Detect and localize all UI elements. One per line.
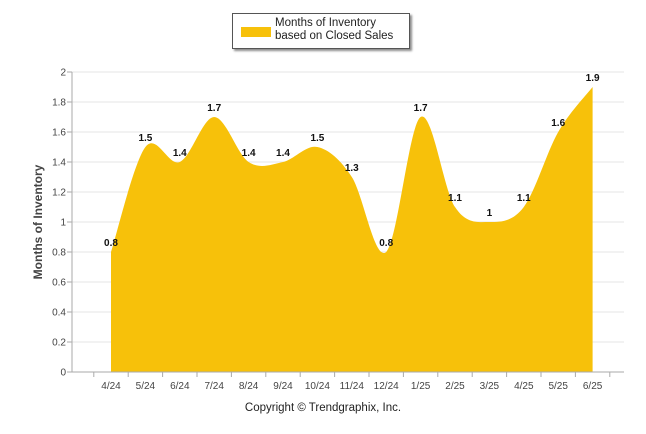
legend-label: Months of Inventory based on Closed Sale… [275,17,394,42]
x-tick-label: 6/24 [170,381,190,392]
y-tick-label: 2 [60,68,66,79]
area-fill [111,87,593,372]
x-tick-label: 5/25 [548,381,568,392]
y-tick-label: 1.8 [52,98,66,109]
y-axis-title: Months of Inventory [31,164,45,279]
x-tick-label: 1/25 [411,381,431,392]
data-label: 1.5 [310,133,324,144]
x-tick-label: 7/24 [204,381,224,392]
y-tick-label: 1.2 [52,188,66,199]
y-tick-label: 0.4 [52,308,66,319]
y-axis-ticks: 0 0.2 0.4 0.6 0.8 1 1.2 1.4 1.6 1.8 2 [52,68,72,379]
x-tick-label: 9/24 [273,381,293,392]
x-tick-label: 2/25 [445,381,465,392]
x-tick-label: 6/25 [583,381,603,392]
y-tick-label: 1 [60,218,66,229]
data-label: 1.4 [242,148,256,159]
data-label: 0.8 [379,238,393,249]
x-tick-label: 11/24 [340,381,365,392]
y-tick-label: 1.6 [52,128,66,139]
data-label: 1.6 [551,118,565,129]
legend-swatch [241,27,271,37]
y-tick-label: 0.6 [52,278,66,289]
y-tick-label: 0.2 [52,338,66,349]
legend: Months of Inventory based on Closed Sale… [232,13,410,49]
data-label: 1.4 [276,148,290,159]
y-tick-label: 0 [60,368,66,379]
copyright-footer: Copyright © Trendgraphix, Inc. [244,402,402,414]
x-tick-label: 4/24 [101,381,121,392]
y-tick-label: 1.4 [52,158,66,169]
data-label: 1.7 [207,103,221,114]
data-label: 1.1 [448,193,462,204]
data-label: 1 [487,208,493,219]
data-labels: 0.8 1.5 1.4 1.7 1.4 1.4 1.5 1.3 0.8 1.7 1.1 1 1.1 1.6… [104,73,600,249]
x-tick-label: 5/24 [136,381,156,392]
x-tick-label: 10/24 [305,381,330,392]
data-label: 1.7 [414,103,428,114]
data-label: 1.3 [345,163,359,174]
y-tick-label: 0.8 [52,248,66,259]
data-label: 0.8 [104,238,118,249]
x-axis-ticks: 4/24 5/24 6/24 7/24 8/24 9/24 10/24 11/24 12/24 1… [93,372,611,392]
data-label: 1.5 [138,133,152,144]
data-label: 1.1 [517,193,531,204]
x-tick-label: 12/24 [374,381,399,392]
x-tick-label: 4/25 [514,381,534,392]
x-tick-label: 3/25 [480,381,500,392]
area-series [110,86,593,372]
data-label: 1.9 [586,73,600,84]
data-label: 1.4 [173,148,187,159]
x-tick-label: 8/24 [239,381,259,392]
